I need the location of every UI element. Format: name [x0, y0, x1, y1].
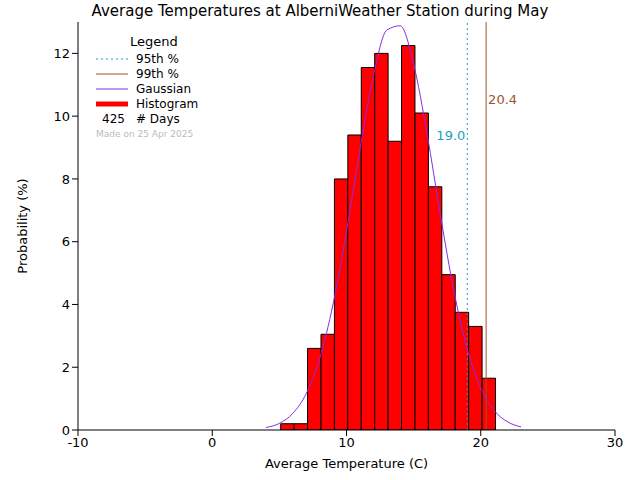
- html-text:Made on 25 Apr 2025: Made on 25 Apr 2025: [96, 129, 194, 139]
- svg-text:2: 2: [62, 360, 70, 375]
- svg-text:20: 20: [472, 435, 489, 450]
- svg-text:30: 30: [607, 435, 624, 450]
- html-text:Legend: Legend: [130, 34, 178, 49]
- html-text:95th %: 95th %: [136, 52, 179, 66]
- html-text:Average Temperatures at Albern: Average Temperatures at AlberniWeather S…: [91, 2, 549, 20]
- svg-text:0: 0: [208, 435, 216, 450]
- svg-text:19.0: 19.0: [436, 128, 465, 143]
- svg-text:6: 6: [62, 234, 70, 249]
- svg-text:10: 10: [338, 435, 355, 450]
- svg-text:10: 10: [53, 109, 70, 124]
- html-text:# Days: # Days: [136, 112, 180, 126]
- svg-text:-10: -10: [67, 435, 88, 450]
- svg-text:20.4: 20.4: [488, 92, 517, 107]
- svg-text:12: 12: [53, 46, 70, 61]
- svg-text:Probability (%): Probability (%): [15, 178, 30, 273]
- html-text:99th %: 99th %: [136, 67, 179, 81]
- svg-text:Average Temperature (C): Average Temperature (C): [265, 456, 428, 471]
- html-text:Histogram: Histogram: [136, 97, 199, 111]
- svg-text:8: 8: [62, 172, 70, 187]
- html-text:425: 425: [102, 112, 125, 126]
- svg-text:4: 4: [62, 297, 70, 312]
- html-text:Gaussian: Gaussian: [136, 82, 192, 96]
- svg-text:0: 0: [62, 423, 70, 438]
